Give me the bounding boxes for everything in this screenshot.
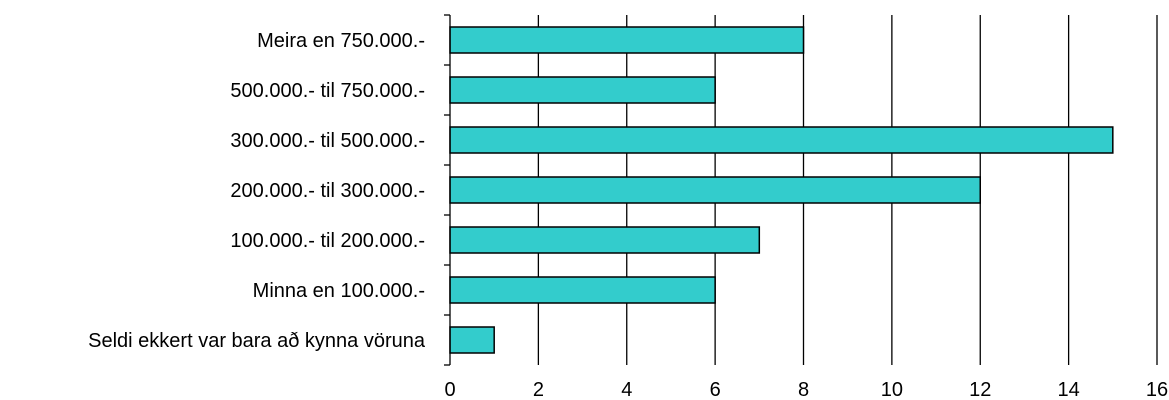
category-label: Seldi ekkert var bara að kynna vöruna xyxy=(88,330,426,352)
x-tick-label: 10 xyxy=(881,379,903,400)
bar xyxy=(449,176,981,204)
bars xyxy=(449,26,1114,354)
x-tick-label: 6 xyxy=(710,379,721,400)
bar xyxy=(449,226,761,254)
x-tick-label: 16 xyxy=(1146,379,1168,400)
x-tick-label: 8 xyxy=(798,379,809,400)
bar xyxy=(449,326,495,354)
category-label: 200.000.- til 300.000.- xyxy=(230,180,425,202)
x-tick-label: 14 xyxy=(1058,379,1080,400)
x-tick-label: 0 xyxy=(444,379,455,400)
x-tick-labels: 0 2 4 6 8 10 12 14 16 xyxy=(444,379,1168,400)
category-label: Meira en 750.000.- xyxy=(257,30,425,52)
bar xyxy=(449,276,716,304)
x-tick-label: 2 xyxy=(533,379,544,400)
category-label: 500.000.- til 750.000.- xyxy=(230,80,425,102)
x-tick-label: 4 xyxy=(621,379,632,400)
category-label: Minna en 100.000.- xyxy=(253,280,425,302)
y-axis xyxy=(444,14,451,366)
bar xyxy=(449,126,1114,154)
category-label: 100.000.- til 200.000.- xyxy=(230,230,425,252)
bar xyxy=(449,76,716,104)
x-tick-label: 12 xyxy=(969,379,991,400)
category-labels: Meira en 750.000.- 500.000.- til 750.000.… xyxy=(88,30,426,352)
category-label: 300.000.- til 500.000.- xyxy=(230,130,425,152)
bar xyxy=(449,26,805,54)
